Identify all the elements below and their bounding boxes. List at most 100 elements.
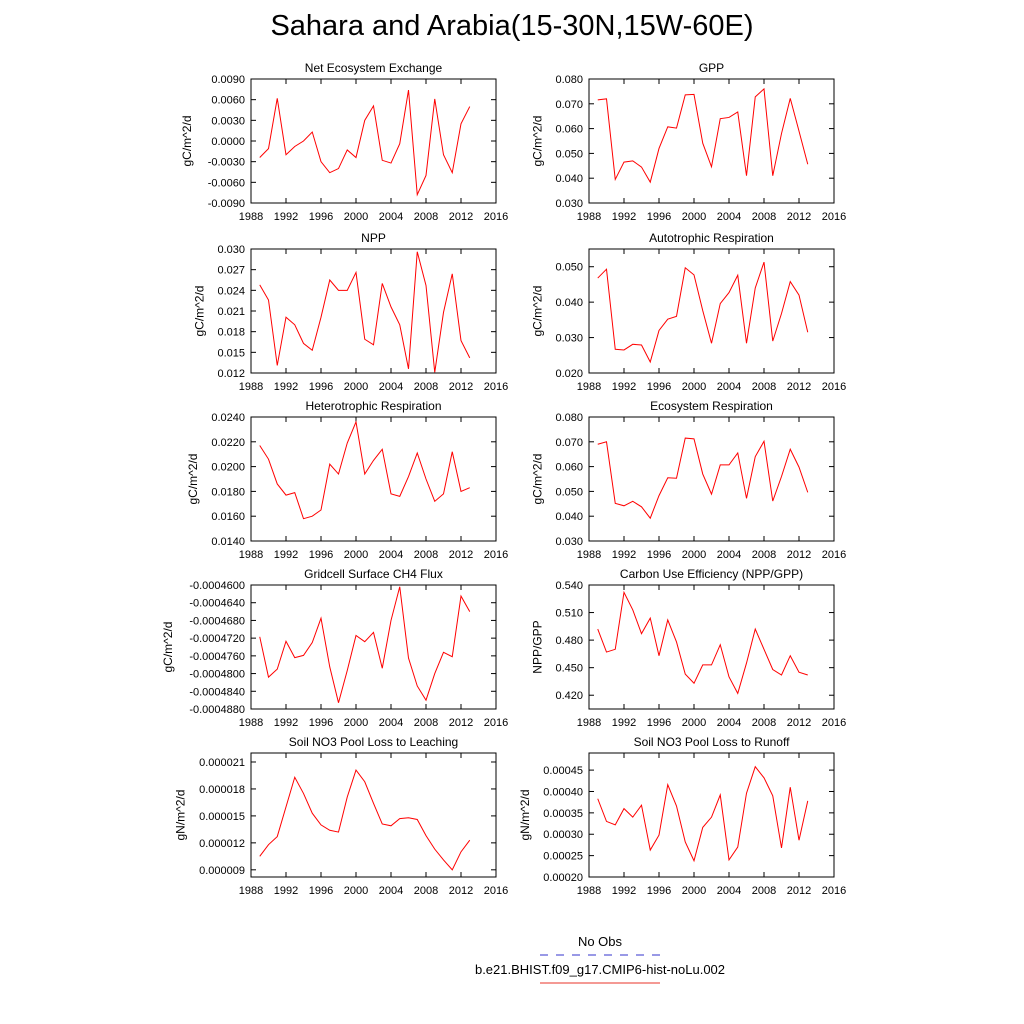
x-tick-label: 2000 (682, 381, 706, 393)
x-tick-label: 2012 (449, 717, 473, 729)
y-tick-label: 0.030 (555, 536, 583, 548)
panel-7: Carbon Use Efficiency (NPP/GPP) 1988 1992 1… (531, 567, 847, 729)
x-tick-label: 1988 (577, 885, 601, 897)
y-tick-label: 0.024 (217, 285, 245, 297)
x-tick-label: 1996 (647, 211, 671, 223)
x-tick-label: 1988 (239, 211, 263, 223)
panel-2: NPP 1988 1992 1996 2000 2004 2008 2012 2016 0.012… (193, 231, 509, 393)
x-tick-label: 2000 (682, 717, 706, 729)
y-tick-label: -0.0004880 (189, 704, 245, 716)
x-tick-label: 2016 (484, 381, 508, 393)
plot-frame (250, 752, 497, 878)
y-tick-label: -0.0030 (208, 157, 245, 169)
y-tick-label: 0.020 (555, 368, 583, 380)
y-tick-label: 0.000009 (199, 865, 245, 877)
x-tick-label: 1988 (577, 381, 601, 393)
panel-6: Gridcell Surface CH4 Flux 1988 1992 1996 200… (161, 567, 508, 729)
x-tick-label: 2016 (484, 211, 508, 223)
x-tick-label: 2008 (414, 381, 438, 393)
y-tick-label: 0.000015 (199, 811, 245, 823)
panel-title: Carbon Use Efficiency (NPP/GPP) (620, 567, 803, 581)
plot-frame (250, 416, 497, 542)
x-tick-label: 1996 (647, 381, 671, 393)
x-tick-label: 2016 (484, 549, 508, 561)
y-tick-label: 0.012 (217, 368, 245, 380)
y-tick-label: 0.0220 (211, 437, 245, 449)
panel-1: GPP 1988 1992 1996 2000 2004 2008 2012 2016 0.030… (531, 61, 847, 223)
y-axis-label: gC/m^2/d (186, 454, 200, 505)
x-tick-label: 1992 (612, 885, 636, 897)
x-tick-label: 1992 (274, 549, 298, 561)
panel-5: Ecosystem Respiration 1988 1992 1996 2000 200… (531, 399, 847, 561)
x-tick-label: 1988 (239, 717, 263, 729)
x-tick-label: 2008 (414, 211, 438, 223)
x-tick-label: 2012 (449, 885, 473, 897)
series-line-0 (597, 87, 809, 184)
y-tick-label: 0.00040 (543, 786, 583, 798)
y-tick-label: 0.030 (555, 333, 583, 345)
legend-label-no-obs: No Obs (577, 934, 623, 949)
legend-lines (540, 954, 660, 984)
series-line-0 (259, 251, 471, 373)
x-tick-label: 2016 (822, 885, 846, 897)
plot-frame (588, 752, 835, 878)
y-tick-label: 0.030 (217, 244, 245, 256)
y-tick-label: 0.0160 (211, 511, 245, 523)
x-tick-label: 2012 (787, 885, 811, 897)
x-tick-label: 1996 (309, 549, 333, 561)
series-line-0 (259, 586, 471, 703)
panel-title: Gridcell Surface CH4 Flux (304, 567, 443, 581)
y-tick-label: 0.540 (555, 580, 583, 592)
x-tick-label: 1988 (577, 549, 601, 561)
x-tick-label: 2004 (717, 211, 741, 223)
x-tick-label: 2000 (682, 549, 706, 561)
y-tick-label: 0.050 (555, 262, 583, 274)
y-tick-label: 0.030 (555, 198, 583, 210)
x-tick-label: 2008 (752, 549, 776, 561)
x-tick-label: 2004 (717, 381, 741, 393)
y-axis-label: gC/m^2/d (531, 286, 545, 337)
y-tick-label: 0.450 (555, 663, 583, 675)
series-line-0 (259, 89, 471, 197)
panel-title: Net Ecosystem Exchange (305, 61, 443, 75)
y-tick-label: 0.050 (555, 148, 583, 160)
y-tick-label: 0.070 (555, 99, 583, 111)
series-line-0 (259, 768, 471, 871)
plot-frame (588, 584, 835, 710)
x-tick-label: 2000 (344, 381, 368, 393)
panel-title: Autotrophic Respiration (649, 231, 774, 245)
x-tick-label: 1988 (577, 717, 601, 729)
x-tick-label: 1992 (612, 211, 636, 223)
y-tick-label: 0.060 (555, 462, 583, 474)
x-tick-label: 2000 (682, 885, 706, 897)
plot-frame (250, 78, 497, 204)
plot-frame (588, 248, 835, 374)
x-tick-label: 2012 (449, 211, 473, 223)
y-axis-label: NPP/GPP (531, 620, 545, 673)
y-tick-label: 0.018 (217, 327, 245, 339)
y-tick-label: 0.021 (217, 306, 245, 318)
y-tick-label: -0.0004640 (189, 598, 245, 610)
x-tick-label: 2000 (344, 717, 368, 729)
plot-frame (250, 248, 497, 374)
x-tick-label: 2008 (752, 381, 776, 393)
y-axis-label: gC/m^2/d (193, 286, 207, 337)
y-tick-label: 0.080 (555, 74, 583, 86)
y-tick-label: 0.015 (217, 347, 245, 359)
panel-title: NPP (361, 231, 386, 245)
x-tick-label: 2016 (822, 549, 846, 561)
x-tick-label: 2004 (379, 717, 403, 729)
x-tick-label: 2016 (484, 717, 508, 729)
y-axis-label: gC/m^2/d (180, 116, 194, 167)
series-line-0 (597, 765, 809, 863)
y-tick-label: -0.0004600 (189, 580, 245, 592)
x-tick-label: 2004 (717, 549, 741, 561)
y-tick-label: 0.480 (555, 635, 583, 647)
figure-title: Sahara and Arabia(15-30N,15W-60E) (270, 10, 754, 42)
x-tick-label: 2008 (752, 211, 776, 223)
y-tick-label: -0.0060 (208, 177, 245, 189)
x-tick-label: 1992 (612, 381, 636, 393)
x-tick-label: 2008 (752, 885, 776, 897)
panel-title: GPP (699, 61, 724, 75)
